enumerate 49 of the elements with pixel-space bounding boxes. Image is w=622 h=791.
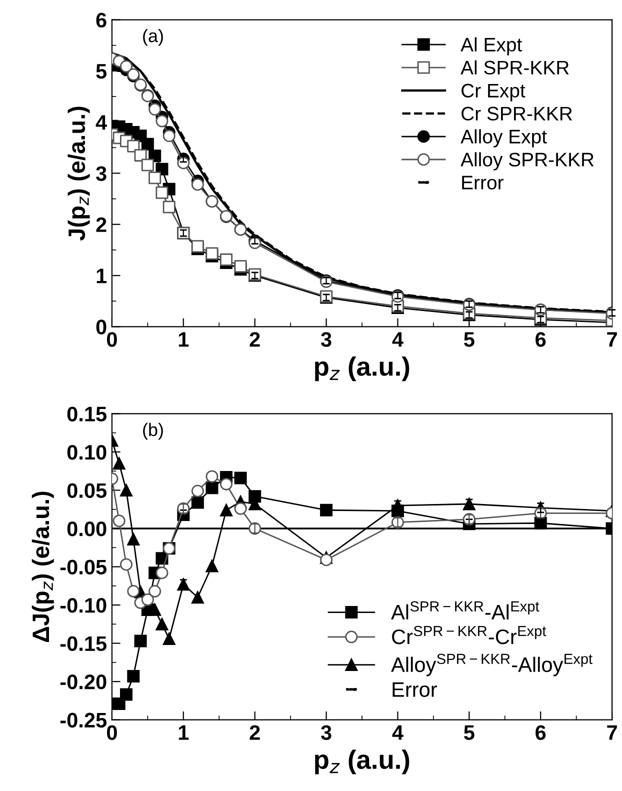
x-tick-label: 0: [106, 725, 117, 740]
x-tick-label: 4: [392, 725, 404, 740]
legend-label: Al SPR-KKR: [460, 60, 569, 75]
y-tick-label: -0.15: [60, 636, 107, 652]
x-tick-label: 5: [464, 332, 474, 347]
annotation: (a): [143, 28, 163, 46]
y-tick-label: 2: [96, 217, 106, 232]
legend-label: Al Expt: [460, 37, 522, 56]
y-axis-title: J(p$_{z}$) (e/a.u.): [68, 106, 90, 241]
y-tick-label: 4: [96, 115, 107, 130]
y-tick-label: 0.05: [67, 483, 107, 498]
x-tick-label: 1: [178, 332, 189, 347]
y-tick-label: -0.05: [60, 560, 107, 575]
y-tick-label: 1: [96, 268, 107, 284]
x-tick-label: 3: [320, 332, 332, 347]
x-axis-title: p$_{z}$ (a.u.): [315, 750, 410, 774]
x-tick-label: 2: [250, 725, 260, 740]
x-axis-title: p$_{z}$ (a.u.): [315, 356, 410, 382]
y-tick-label: 0.00: [67, 521, 106, 536]
annotation: Error: [392, 682, 437, 697]
x-tick-label: 0: [106, 332, 117, 347]
x-tick-label: 6: [536, 332, 546, 347]
legend-label: Alloy Expt: [460, 129, 547, 148]
legend-label: Cr SPR-KKR: [462, 106, 572, 121]
y-tick-label: 3: [96, 166, 106, 182]
legend-label: Al$^{SPR−KKR}$-Al$^{Expt}$: [391, 601, 540, 620]
x-tick-label: 7: [607, 725, 617, 740]
annotation: Error: [462, 176, 504, 190]
x-tick-label: 1: [178, 725, 189, 740]
legend-label: Cr Expt: [462, 84, 526, 102]
x-tick-label: 4: [392, 332, 404, 347]
x-tick-label: 7: [607, 332, 617, 347]
annotation: (b): [143, 422, 163, 440]
y-axis-title: ΔJ(p$_{z}$) (e/a.u.): [32, 492, 54, 642]
legend-label: Alloy SPR-KKR: [460, 152, 594, 170]
y-tick-label: 0.15: [67, 406, 107, 422]
x-tick-label: 6: [536, 725, 546, 740]
legend-label: Cr$^{SPR−KKR}$-Cr$^{Expt}$: [392, 626, 546, 644]
y-tick-label: 0.10: [67, 444, 106, 460]
y-tick-label: -0.10: [60, 598, 106, 613]
legend-label: Alloy$^{SPR−KKR}$-Alloy$^{Expt}$: [391, 654, 592, 676]
y-tick-label: 6: [96, 12, 106, 28]
x-tick-label: 5: [464, 725, 474, 740]
y-tick-label: 5: [96, 64, 107, 79]
x-tick-label: 2: [250, 332, 260, 347]
y-tick-label: -0.20: [60, 674, 106, 690]
y-tick-label: 0: [96, 320, 106, 334]
x-tick-label: 3: [320, 725, 332, 740]
y-tick-label: -0.25: [60, 712, 107, 728]
